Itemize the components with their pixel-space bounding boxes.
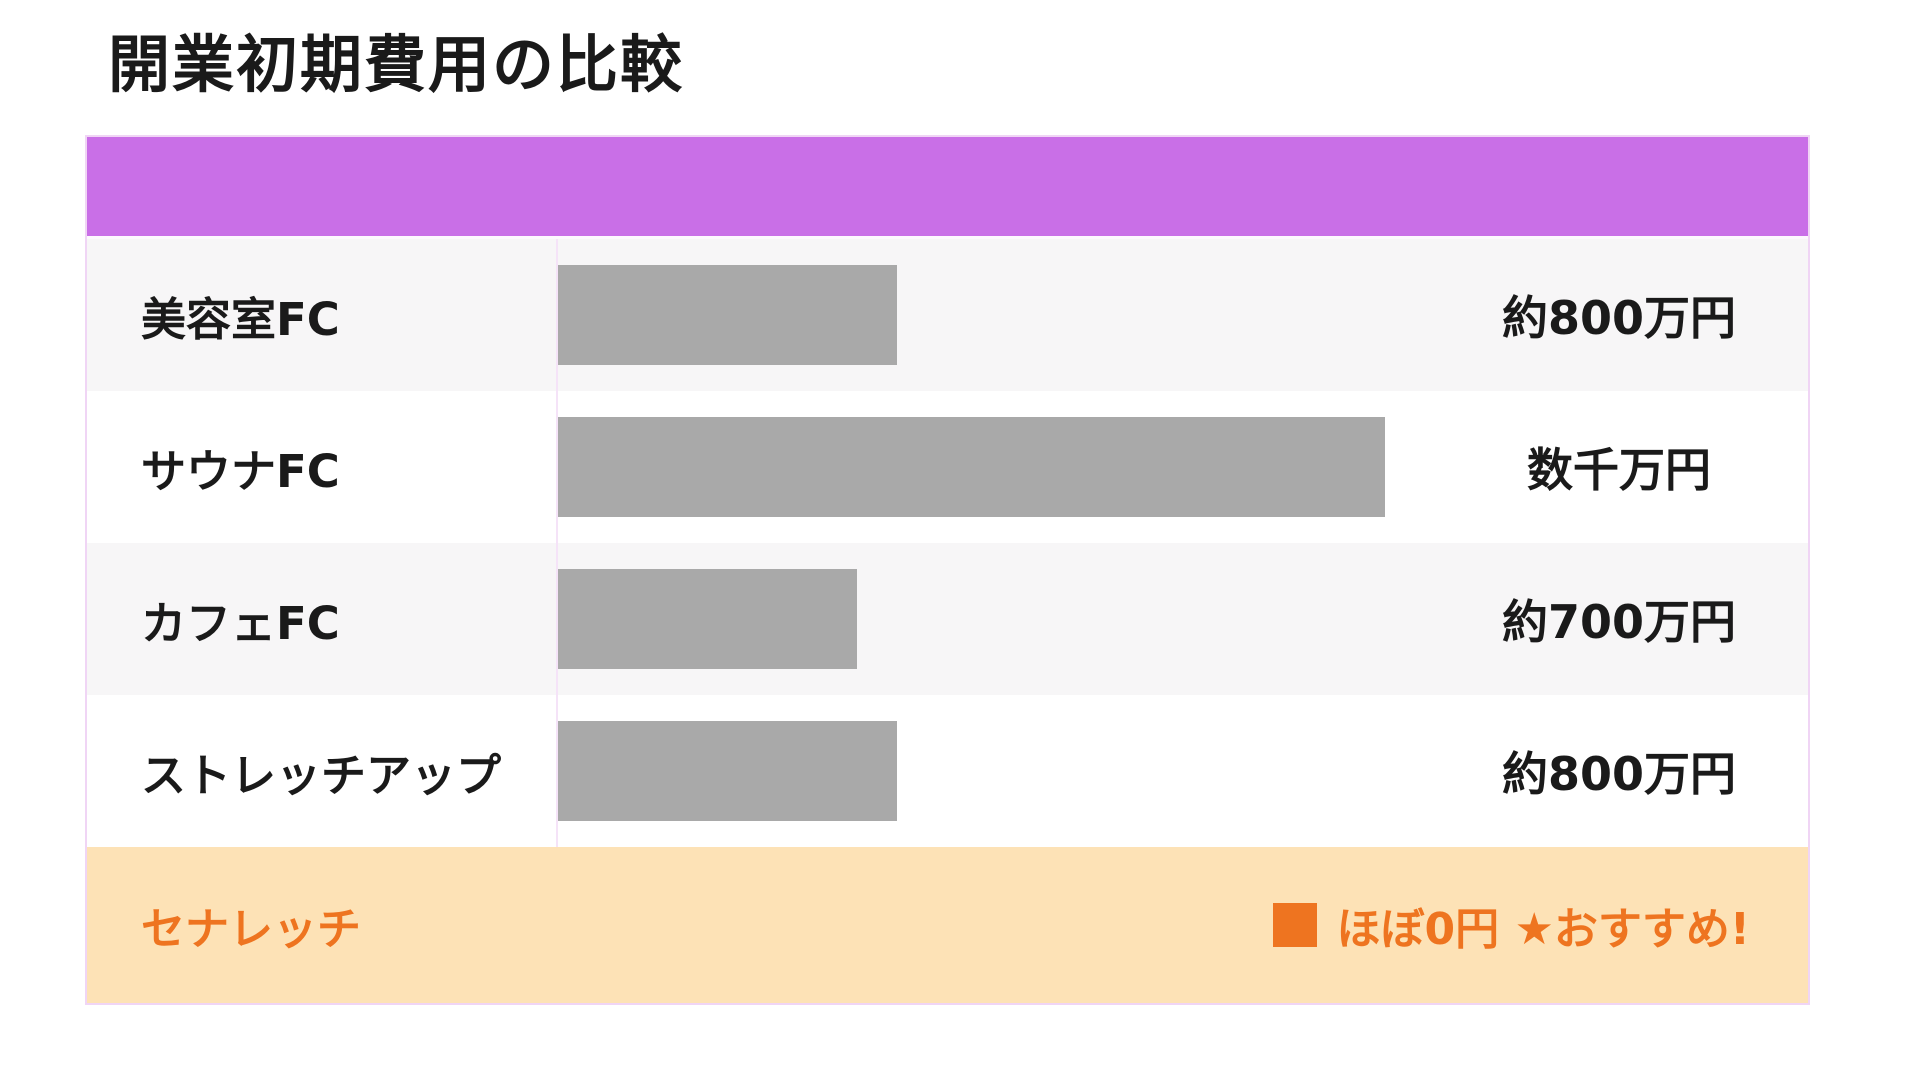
cost-bar xyxy=(558,721,897,821)
comparison-table: 美容室FC 約800万円 サウナFC 数千万円 カフェFC 約700万円 ストレ… xyxy=(85,135,1810,1005)
table-header-band xyxy=(87,137,1808,239)
cost-bar xyxy=(558,569,857,669)
table-row-stretch-up: ストレッチアップ 約800万円 xyxy=(87,695,1808,847)
row-value: 数千万円 xyxy=(1527,443,1711,497)
row-label: 美容室FC xyxy=(141,292,340,346)
bar-cell xyxy=(556,695,1430,847)
row-value: 約700万円 xyxy=(1501,595,1737,649)
highlight-value-text: ほぼ0円 ★おすすめ! xyxy=(1336,904,1750,955)
bar-cell xyxy=(556,543,1430,695)
row-value: 約800万円 xyxy=(1501,747,1737,801)
highlight-value-group: ほぼ0円 ★おすすめ! xyxy=(556,893,1808,957)
row-label: セナレッチ xyxy=(141,904,361,955)
row-label: カフェFC xyxy=(141,596,340,650)
cost-bar xyxy=(558,265,897,365)
table-row-cafe-fc: カフェFC 約700万円 xyxy=(87,543,1808,695)
cost-bar xyxy=(558,417,1385,517)
table-row-biyoshitsu-fc: 美容室FC 約800万円 xyxy=(87,239,1808,391)
row-label: サウナFC xyxy=(141,444,340,498)
page-title: 開業初期費用の比較 xyxy=(108,28,685,101)
row-label: ストレッチアップ xyxy=(141,748,502,802)
bar-cell xyxy=(556,239,1430,391)
bar-cell xyxy=(556,391,1430,543)
orange-square-icon xyxy=(1272,903,1317,947)
table-row-sauna-fc: サウナFC 数千万円 xyxy=(87,391,1808,543)
table-row-senaretchi-highlight: セナレッチ ほぼ0円 ★おすすめ! xyxy=(87,847,1808,1003)
row-value: 約800万円 xyxy=(1501,291,1737,345)
